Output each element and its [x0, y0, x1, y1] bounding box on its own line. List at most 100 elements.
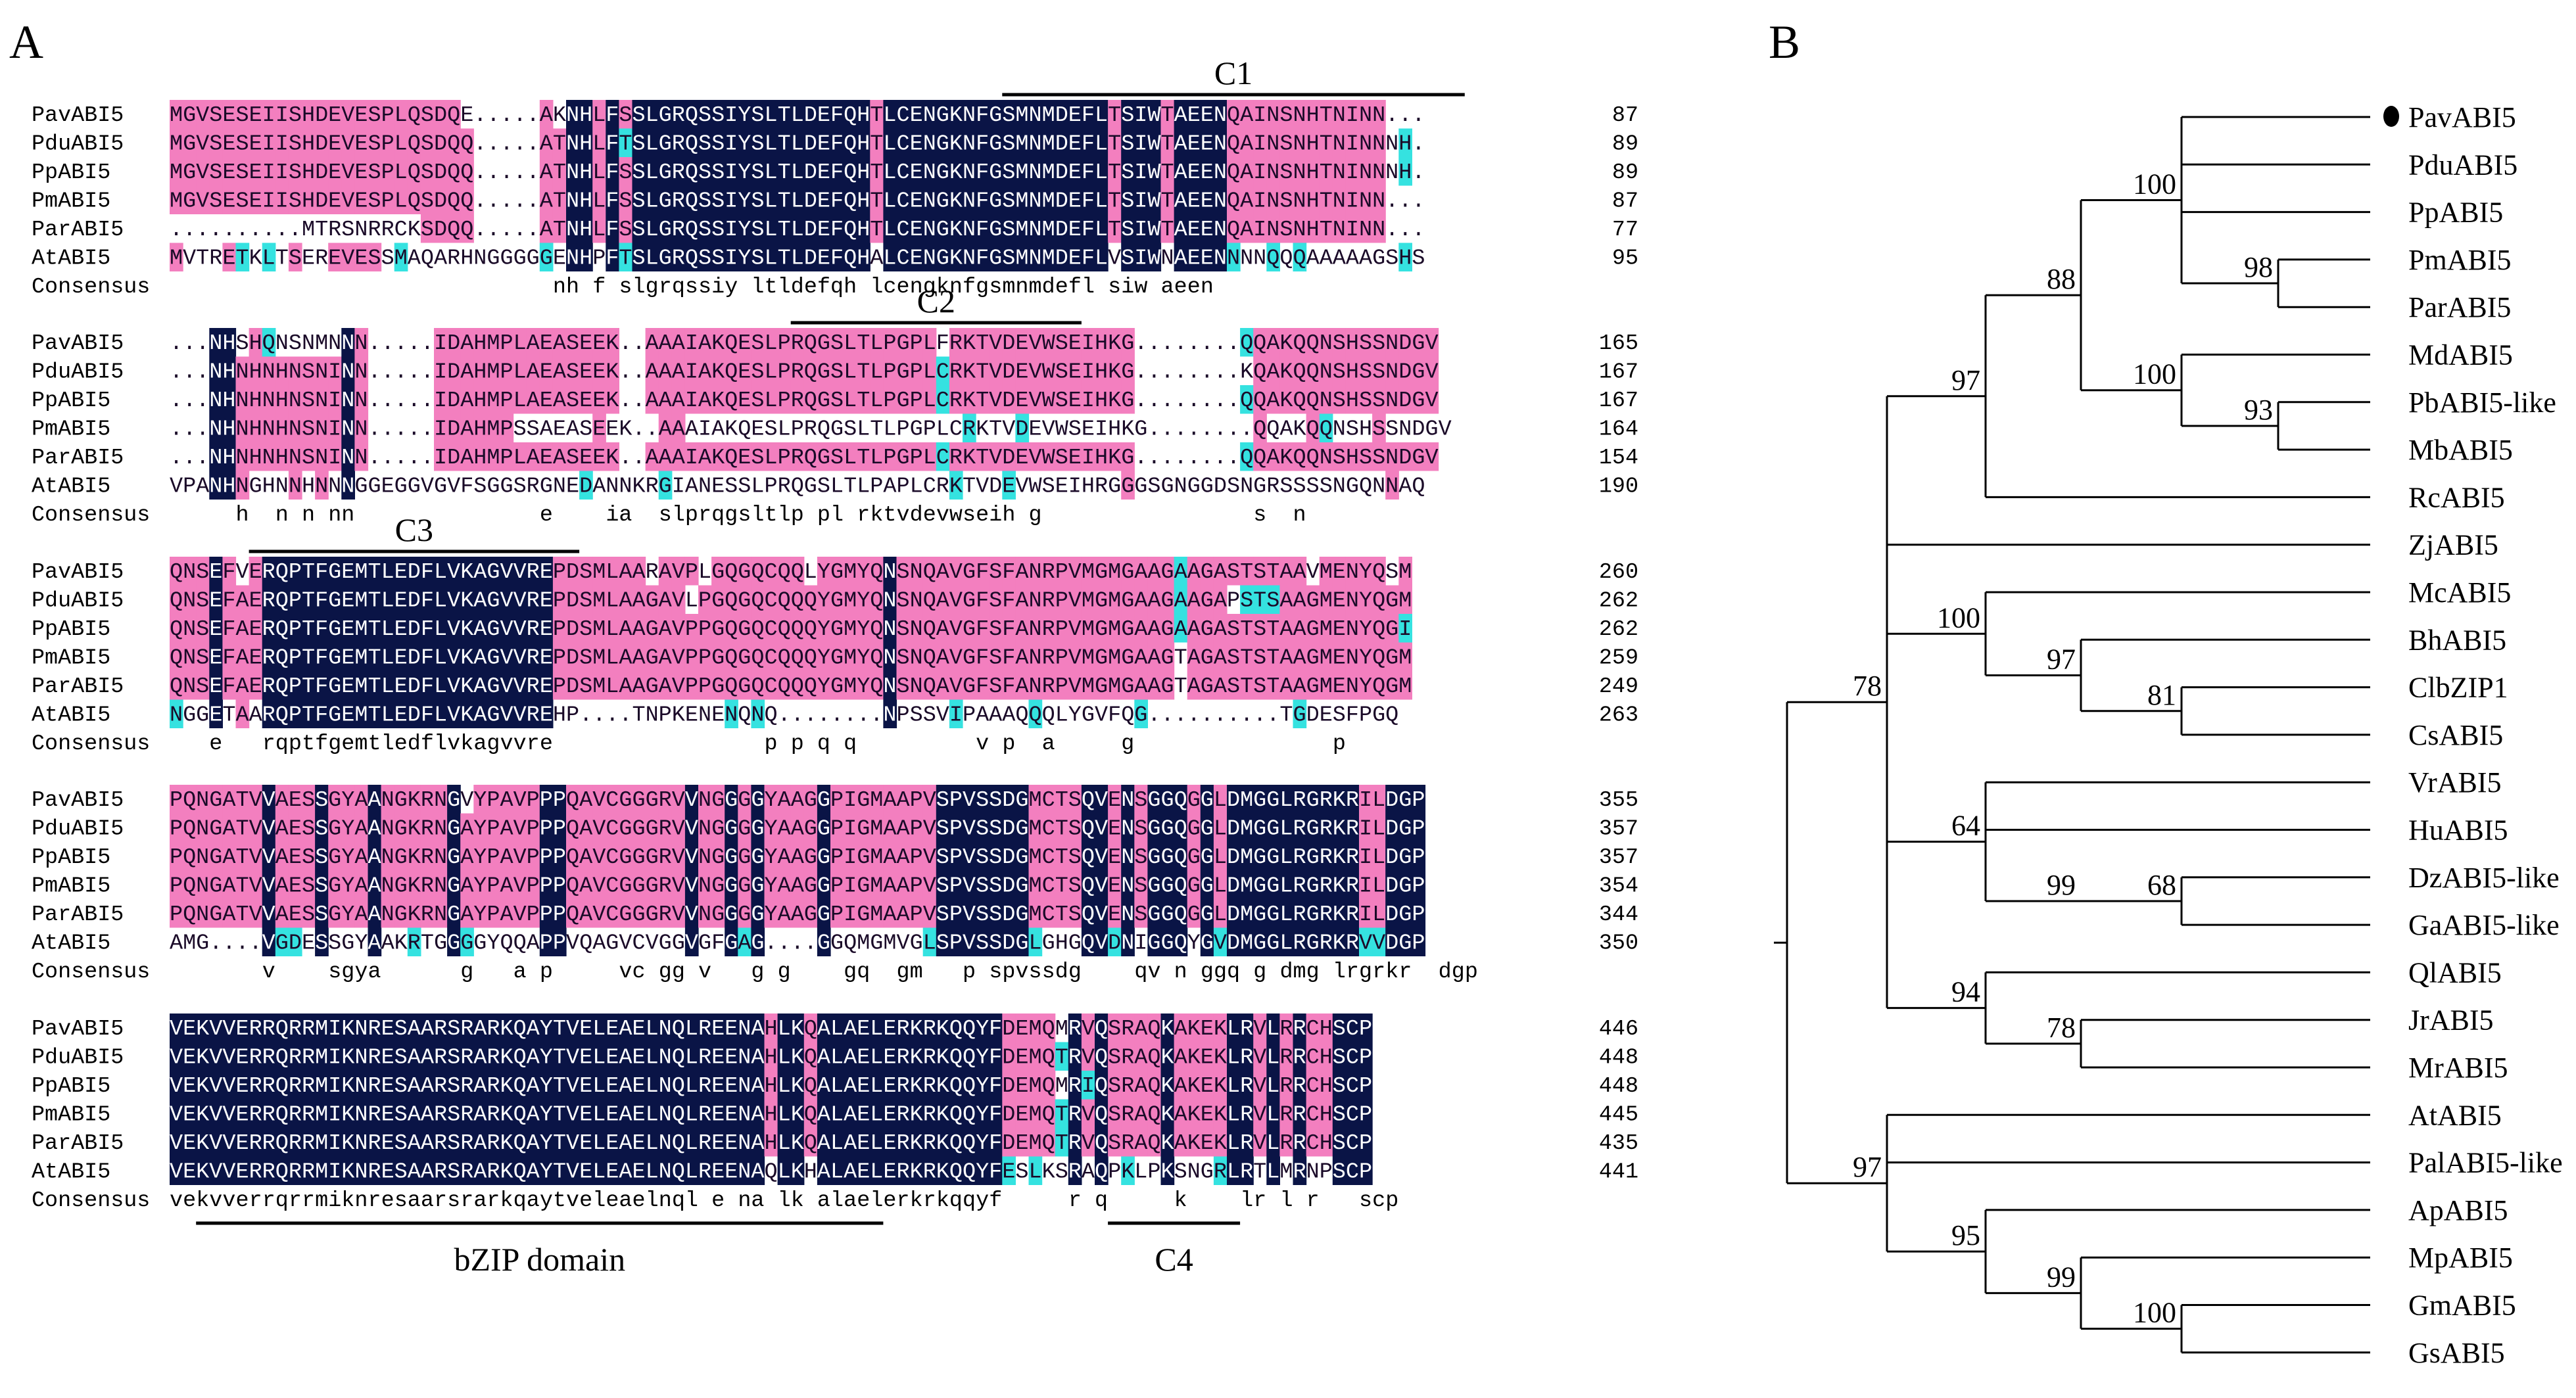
residue-shade	[1253, 157, 1267, 186]
residue-shade	[249, 128, 263, 157]
residue-shade	[434, 214, 448, 243]
consensus-sequence: e rqptfgemtledflvkagvvre p p q q v p a g…	[170, 732, 1412, 757]
residue-shade	[896, 128, 911, 157]
residue-shade	[381, 128, 395, 157]
residue-shade	[579, 243, 593, 271]
bootstrap-value: 88	[2047, 263, 2076, 295]
consensus-label: Consensus	[32, 275, 150, 300]
residue-shade	[341, 128, 355, 157]
residue-shade	[1306, 214, 1320, 243]
residue-shade	[1081, 214, 1095, 243]
residue-shade	[844, 128, 857, 157]
residue-shade	[262, 442, 276, 471]
alignment-block: C3 PavABI5 QNSEFVERQPTFGEMTLEDFLVKAGVVREPD…	[32, 511, 1638, 757]
sequence-residues: QNSEFAERQPTFGEMTLEDFLVKAGVVREPDSMLAAGAVP…	[170, 646, 1412, 671]
residue-shade	[698, 185, 712, 214]
residue-shade	[1121, 100, 1135, 129]
residue-shade	[751, 157, 765, 186]
residue-shade	[1081, 243, 1095, 271]
sequence-name: PmABI5	[32, 417, 110, 442]
residue-shade	[817, 157, 831, 186]
residue-shade	[711, 100, 725, 129]
residue-shade	[1174, 157, 1188, 186]
residue-shade	[592, 100, 606, 129]
residue-shade	[473, 442, 487, 471]
residue-shade	[592, 185, 606, 214]
residue-shade	[1108, 157, 1122, 186]
sequence-residues: MGVSESEIISHDEVESPLQSDQQ.....ATNHLFTSLGRQ…	[170, 132, 1425, 157]
bootstrap-value: 100	[2133, 1297, 2176, 1329]
residue-shade	[963, 157, 976, 186]
residue-shade	[1187, 128, 1201, 157]
sequence-end-position: 164	[1599, 417, 1638, 442]
residue-shade	[1359, 128, 1373, 157]
residue-shade	[1293, 157, 1307, 186]
residue-shade	[170, 128, 183, 157]
bootstrap-value: 78	[1853, 670, 1882, 702]
sequence-end-position: 190	[1599, 475, 1638, 500]
residue-shade	[751, 128, 765, 157]
sequence-end-position: 263	[1599, 703, 1638, 728]
consensus-sequence: vekvverrqrrmiknresaarsrarkqaytveleaelnql…	[170, 1188, 1398, 1213]
residue-shade	[288, 185, 302, 214]
residue-shade	[738, 243, 751, 271]
residue-shade	[1147, 214, 1162, 243]
residue-shade	[684, 157, 699, 186]
sequence-end-position: 357	[1599, 845, 1638, 870]
residue-shade	[328, 128, 342, 157]
residue-shade	[209, 385, 223, 414]
residue-shade	[922, 157, 937, 186]
residue-shade	[288, 157, 302, 186]
sequence-end-position: 167	[1599, 360, 1638, 385]
sequence-name: ParABI5	[32, 1131, 124, 1156]
residue-shade	[777, 185, 792, 214]
residue-shade	[870, 185, 884, 214]
residue-shade	[1187, 214, 1201, 243]
residue-shade	[922, 100, 937, 129]
residue-shade	[473, 385, 487, 414]
residue-shade	[896, 157, 911, 186]
residue-shade	[976, 100, 990, 129]
residue-shade	[288, 413, 302, 442]
residue-shade	[249, 328, 263, 357]
residue-shade	[671, 128, 686, 157]
residue-shade	[1134, 185, 1148, 214]
residue-shade	[830, 214, 844, 243]
sequence-end-position: 445	[1599, 1103, 1638, 1128]
residue-shade	[857, 157, 871, 186]
residue-shade	[632, 128, 646, 157]
residue-shade	[1134, 128, 1148, 157]
sequence-name: PduABI5	[32, 132, 124, 157]
residue-shade	[222, 157, 237, 186]
residue-shade	[844, 243, 857, 271]
residue-shade	[288, 128, 302, 157]
residue-shade	[552, 185, 567, 214]
sequence-name: PduABI5	[32, 817, 124, 842]
residue-shade	[341, 413, 355, 442]
residue-shade	[1002, 157, 1016, 186]
residue-shade	[302, 128, 316, 157]
residue-shade	[698, 157, 712, 186]
residue-shade	[830, 100, 844, 129]
residue-shade	[460, 157, 474, 186]
sequence-name: ParABI5	[32, 902, 124, 927]
residue-shade	[275, 185, 289, 214]
residue-shade	[751, 214, 765, 243]
residue-shade	[288, 243, 302, 271]
residue-shade	[883, 214, 897, 243]
residue-shade	[751, 185, 765, 214]
bootstrap-value: 64	[1951, 810, 1980, 842]
residue-shade	[764, 100, 778, 129]
residue-shade	[1293, 100, 1307, 129]
residue-shade	[1332, 185, 1347, 214]
sequence-end-position: 167	[1599, 388, 1638, 413]
residue-shade	[566, 128, 580, 157]
residue-shade	[896, 214, 911, 243]
residue-shade	[1227, 128, 1241, 157]
sequence-residues: VPANHNGHNNHNNNGGEGGVGVFSGGSRGNEDANNKRGIA…	[170, 475, 1425, 500]
residue-shade	[632, 243, 646, 271]
sequence-name: AtABI5	[32, 246, 110, 271]
residue-shade	[1068, 243, 1082, 271]
residue-shade	[262, 157, 276, 186]
residue-shade	[579, 128, 593, 157]
